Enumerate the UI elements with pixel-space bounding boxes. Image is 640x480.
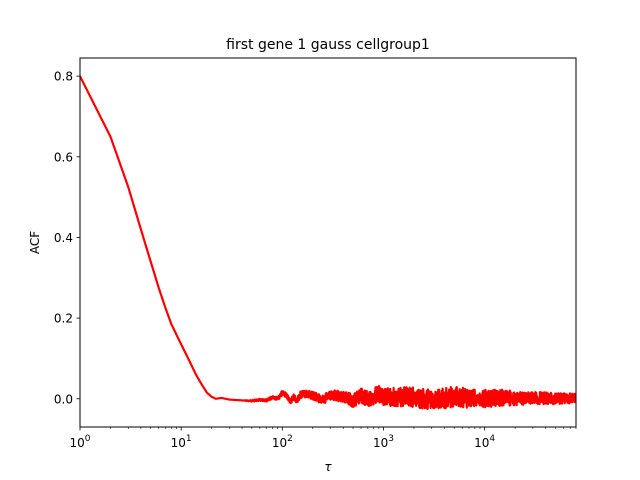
- y-tick-label: 0.8: [54, 70, 73, 84]
- x-tick-base: 10: [69, 436, 84, 450]
- x-tick-exponent: 3: [388, 434, 394, 444]
- x-tick-exponent: 4: [489, 434, 495, 444]
- x-tick-label: 103: [373, 434, 394, 450]
- x-tick-base: 10: [474, 436, 489, 450]
- x-tick-base: 10: [272, 436, 287, 450]
- x-axis: 100 101 102 103 104: [69, 427, 577, 450]
- x-tick-label: 101: [171, 434, 192, 450]
- x-tick-label: 100: [69, 434, 90, 450]
- x-tick-exponent: 0: [85, 434, 91, 444]
- y-tick-label: 0.2: [54, 312, 73, 326]
- x-axis-label: τ: [324, 460, 332, 474]
- x-tick-base: 10: [171, 436, 186, 450]
- y-tick-label: 0.0: [54, 392, 73, 406]
- axes-frame: [79, 57, 577, 428]
- plot-area: [80, 75, 576, 411]
- y-axis-label: ACF: [28, 231, 42, 254]
- y-tick-label: 0.4: [54, 231, 73, 245]
- y-tick-label: 0.6: [54, 150, 73, 164]
- x-tick-base: 10: [373, 436, 388, 450]
- x-tick-exponent: 1: [186, 434, 192, 444]
- x-tick-label: 102: [272, 434, 293, 450]
- x-tick-label: 104: [474, 434, 495, 450]
- acf-series-line: [80, 75, 576, 411]
- x-tick-exponent: 2: [287, 434, 293, 444]
- chart-title: first gene 1 gauss cellgroup1: [226, 37, 430, 53]
- y-axis: 0.0 0.2 0.4 0.6 0.8: [54, 70, 80, 406]
